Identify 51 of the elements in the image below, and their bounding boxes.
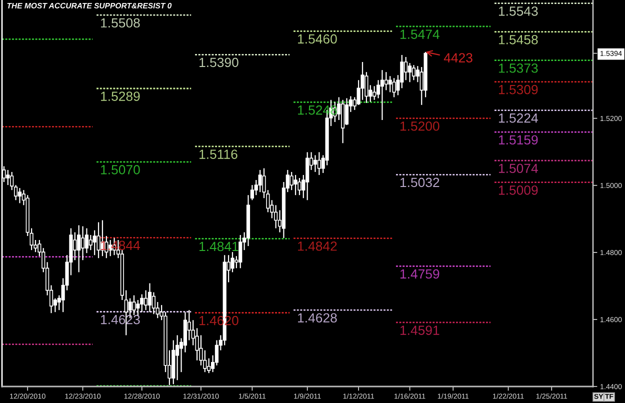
candlestick [392, 78, 396, 98]
data-label: 1.5458 [498, 34, 538, 44]
data-label: 1.5508 [101, 18, 140, 28]
candlestick [92, 230, 96, 256]
data-label: 1.5070 [101, 165, 140, 174]
candlestick [132, 294, 136, 316]
candlestick [298, 177, 302, 196]
data-label: 1.5373 [498, 63, 538, 73]
data-label: 1.5159 [498, 135, 538, 145]
data-label: 1.5289 [101, 92, 140, 101]
candlestick [313, 154, 318, 173]
data-label: 1.4591 [400, 326, 440, 335]
data-label: 1.4628 [298, 313, 337, 323]
candlestick [380, 70, 384, 121]
data-label: 1.5009 [498, 185, 538, 195]
candlestick [6, 169, 10, 186]
candlestick [77, 224, 81, 273]
candlestick [176, 334, 180, 381]
data-label: 1.5390 [200, 58, 238, 68]
candlestick [384, 72, 388, 91]
data-label: 1.5116 [200, 150, 238, 159]
data-label: 1.5543 [498, 6, 538, 16]
data-label: 1.5032 [400, 178, 440, 188]
candlestick [306, 152, 310, 201]
candlestick [144, 290, 148, 311]
candlestick [388, 76, 392, 93]
candlestick [88, 234, 92, 251]
candlestick [140, 294, 144, 313]
data-label: 1.5460 [298, 34, 337, 44]
candlestick [344, 98, 349, 126]
data-label: 1.5074 [498, 164, 538, 174]
candlestick [148, 282, 152, 313]
candlestick [290, 171, 294, 191]
data-label: 1.4841 [200, 242, 238, 252]
data-label: 1.5200 [400, 121, 440, 131]
candlestick [317, 152, 321, 176]
candlestick [412, 64, 416, 81]
data-label: 1.5224 [498, 113, 538, 123]
data-label: 1.5474 [400, 30, 440, 39]
candlestick [238, 234, 242, 269]
annotation: 4423 [444, 53, 472, 62]
candlestick [18, 188, 22, 204]
data-label: 1.4759 [400, 269, 440, 279]
candlestick [404, 56, 408, 81]
data-label: 1.5309 [498, 84, 538, 94]
data-label: 1.4842 [298, 241, 337, 251]
candlestick [408, 62, 412, 83]
candlestick [80, 226, 85, 261]
candlestick [294, 174, 298, 196]
candlestick [73, 232, 77, 261]
candlestick [96, 222, 100, 259]
